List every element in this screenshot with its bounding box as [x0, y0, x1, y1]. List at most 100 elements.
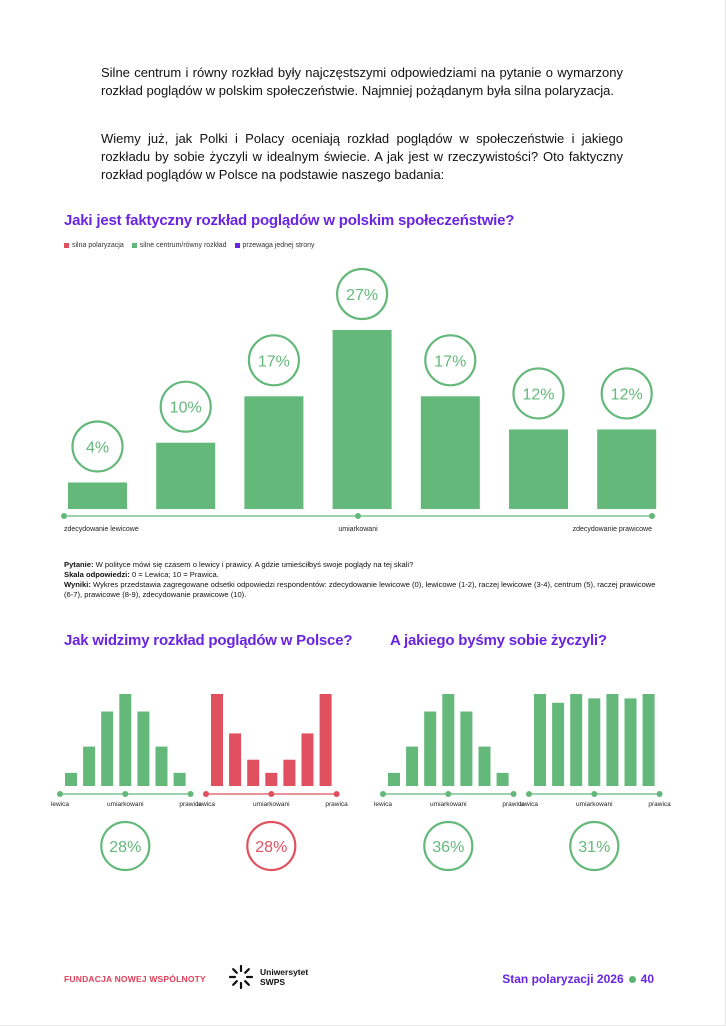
- desired-a-bar-1: [388, 772, 400, 786]
- perceived-chart-title: Jak widzimy rozkład poglądów w Polsce?: [64, 632, 353, 649]
- desired-b-bar-1: [534, 694, 546, 786]
- main-axis-label-left: zdecydowanie lewicowe: [64, 526, 139, 533]
- desired-b-bar-4: [588, 698, 601, 786]
- perceived-a-axis-label-right: prawica: [179, 801, 202, 808]
- perceived-a-axis-dot: [57, 791, 63, 797]
- value-bubble: [424, 334, 477, 387]
- main-axis-label-right: zdecydowanie prawicowe: [573, 526, 652, 533]
- swps-emblem-icon: [228, 964, 254, 990]
- page-footer: Stan polaryzacji 2026 40: [502, 972, 654, 986]
- perceived-a-bar-5: [137, 711, 150, 786]
- perceived-a-axis-dot: [187, 791, 194, 797]
- legend-label: silne centrum/równy rozkład: [139, 242, 227, 249]
- bar-value-label-2: 10%: [170, 400, 202, 417]
- desired-a-axis-label-center: umiarkowani: [430, 801, 467, 808]
- page-number: 40: [640, 972, 654, 986]
- desired-b-bar-7: [642, 694, 655, 786]
- value-bubble: [159, 380, 212, 433]
- legend-swatch-green: [131, 243, 137, 248]
- note-scale: Skala odpowiedzi: 0 = Lewica; 10 = Prawi…: [64, 570, 219, 579]
- intro-paragraph-1: Silne centrum i równy rozkład były najcz…: [101, 65, 623, 98]
- desired-a-bar-6: [478, 746, 491, 786]
- desired-a-bar-5: [460, 711, 473, 786]
- main-axis-label-center: umiarkowani: [338, 526, 378, 533]
- perceived-a-bar-7: [173, 772, 186, 786]
- perceived-a-bar-1: [65, 772, 77, 786]
- desired-b-axis-label-left: lewica: [520, 801, 538, 808]
- note-results: Wyniki: Wykres przedstawia zagregowane o…: [64, 580, 656, 599]
- bar-value-label-6: 12%: [522, 386, 554, 403]
- perceived-a-bar-2: [83, 746, 96, 786]
- desired-b-axis-label-right: prawica: [648, 801, 671, 808]
- separator-dot-icon: [628, 975, 636, 983]
- value-bubble: [71, 420, 124, 473]
- bar-1: [68, 482, 127, 509]
- value-bubble: [600, 367, 653, 420]
- desired-a-bar-2: [406, 746, 419, 786]
- legend-swatch-red: [64, 243, 69, 248]
- perceived-b-value-label: 28%: [255, 839, 287, 856]
- logo-line-1: Uniwersytet: [260, 967, 309, 977]
- desired-b-bar-6: [624, 698, 637, 786]
- note-question: Pytanie: W polityce mówi się czasem o le…: [64, 560, 414, 569]
- desired-b-value-bubble: [569, 820, 620, 872]
- perceived-b-axis-dot: [333, 791, 340, 797]
- bar-3: [244, 396, 304, 509]
- perceived-a-bar-4: [119, 694, 132, 786]
- desired-a-axis-dot: [380, 791, 386, 797]
- perceived-b-bar-1: [211, 694, 223, 786]
- bar-5: [420, 396, 480, 509]
- legend-item-one-side: przewaga jednej strony: [234, 242, 315, 249]
- logo-line-2: SWPS: [260, 977, 286, 987]
- bar-7: [597, 429, 657, 509]
- desired-a-bar-7: [496, 772, 509, 786]
- desired-b-axis-dot: [656, 791, 663, 797]
- perceived-b-bar-5: [283, 759, 296, 786]
- legend-label: przewaga jednej strony: [242, 242, 315, 249]
- value-bubble: [247, 334, 300, 387]
- desired-a-bar-3: [424, 711, 437, 786]
- main-axis-dot: [355, 513, 361, 519]
- perceived-b-axis-label-right: prawica: [325, 801, 348, 808]
- desired-chart-title: A jakiego byśmy sobie życzyli?: [390, 632, 607, 649]
- bar-4: [332, 330, 392, 509]
- publication-title: Stan polaryzacji 2026: [502, 972, 624, 986]
- bar-value-label-4: 27%: [346, 287, 378, 304]
- perceived-b-axis-dot: [203, 791, 209, 797]
- desired-b-bar-2: [552, 702, 565, 786]
- perceived-a-axis-label-center: umiarkowani: [107, 801, 144, 808]
- perceived-b-axis-dot: [268, 791, 275, 797]
- intro-paragraph-2: Wiemy już, jak Polki i Polacy oceniają r…: [101, 131, 623, 182]
- perceived-b-value-bubble: [246, 820, 297, 872]
- desired-b-bar-3: [570, 694, 583, 786]
- perceived-b-bar-7: [319, 694, 332, 786]
- perceived-b-axis-label-center: umiarkowani: [253, 801, 290, 808]
- perceived-a-axis-dot: [122, 791, 129, 797]
- main-chart-title: Jaki jest faktyczny rozkład poglądów w p…: [64, 212, 515, 229]
- chart-notes: Pytanie: W polityce mówi się czasem o le…: [64, 560, 664, 600]
- perceived-a-bar-3: [101, 711, 114, 786]
- value-bubble: [512, 367, 565, 420]
- desired-a-value-bubble: [423, 820, 474, 872]
- legend-item-center: silne centrum/równy rozkład: [131, 242, 227, 249]
- legend-item-polarization: silna polaryzacja: [64, 242, 124, 249]
- bar-value-label-5: 17%: [434, 353, 466, 370]
- desired-b-axis-dot: [591, 791, 598, 797]
- bar-value-label-1: 4%: [86, 439, 109, 456]
- foundation-logo-text: FUNDACJA NOWEJ WSPÓLNOTY: [64, 974, 206, 984]
- perceived-b-bar-2: [229, 733, 242, 786]
- perceived-b-bar-6: [301, 733, 314, 786]
- perceived-a-value-label: 28%: [109, 839, 141, 856]
- main-axis-dot: [61, 513, 67, 519]
- perceived-a-axis-label-left: lewica: [51, 801, 69, 808]
- desired-b-axis-dot: [526, 791, 532, 797]
- perceived-b-bar-3: [247, 759, 260, 786]
- desired-a-value-label: 36%: [432, 839, 464, 856]
- main-axis-dot: [649, 513, 655, 519]
- legend-swatch-purple: [234, 243, 240, 248]
- legend-label: silna polaryzacja: [72, 242, 124, 249]
- desired-a-axis-dot: [445, 791, 452, 797]
- desired-b-bar-5: [606, 694, 619, 786]
- bar-6: [509, 429, 568, 509]
- desired-a-axis-label-left: lewica: [374, 801, 392, 808]
